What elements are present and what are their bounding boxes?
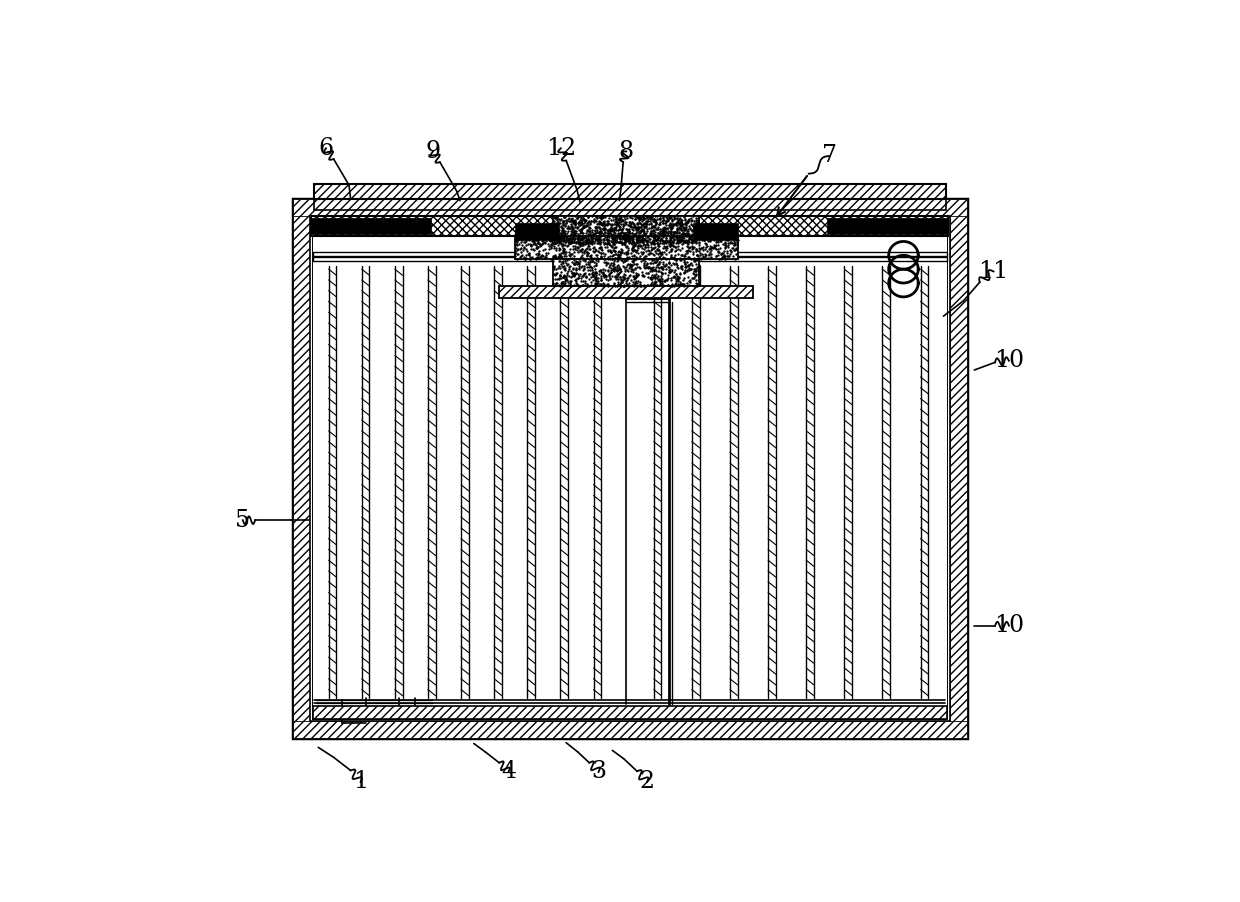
Bar	[515, 236, 738, 259]
Bar	[293, 199, 967, 216]
Bar	[312, 705, 946, 719]
Bar	[950, 199, 967, 738]
Text: 2: 2	[640, 770, 655, 794]
Text: 1: 1	[353, 770, 368, 794]
Bar	[310, 216, 950, 722]
Text: 6: 6	[319, 137, 334, 160]
Bar	[312, 257, 946, 261]
Bar	[314, 199, 946, 210]
Bar	[515, 223, 559, 240]
Bar	[314, 184, 946, 199]
Text: 3: 3	[591, 760, 606, 784]
Text: 10: 10	[994, 349, 1024, 373]
Bar	[293, 199, 967, 738]
Bar	[553, 216, 699, 244]
Text: 11: 11	[978, 260, 1008, 283]
Bar	[553, 259, 699, 286]
Text: 5: 5	[236, 509, 250, 531]
Bar	[293, 722, 967, 738]
Bar	[312, 218, 947, 719]
Bar	[312, 253, 946, 256]
Text: 7: 7	[822, 144, 837, 168]
Bar	[693, 223, 738, 240]
Text: 8: 8	[619, 140, 634, 163]
Bar	[311, 216, 949, 236]
Text: 12: 12	[546, 137, 575, 160]
Text: 10: 10	[994, 614, 1024, 637]
Bar	[293, 199, 310, 738]
Text: 9: 9	[425, 140, 440, 163]
Bar	[500, 286, 754, 299]
Text: 4: 4	[501, 760, 516, 784]
Bar	[311, 218, 430, 234]
Bar	[827, 218, 946, 234]
